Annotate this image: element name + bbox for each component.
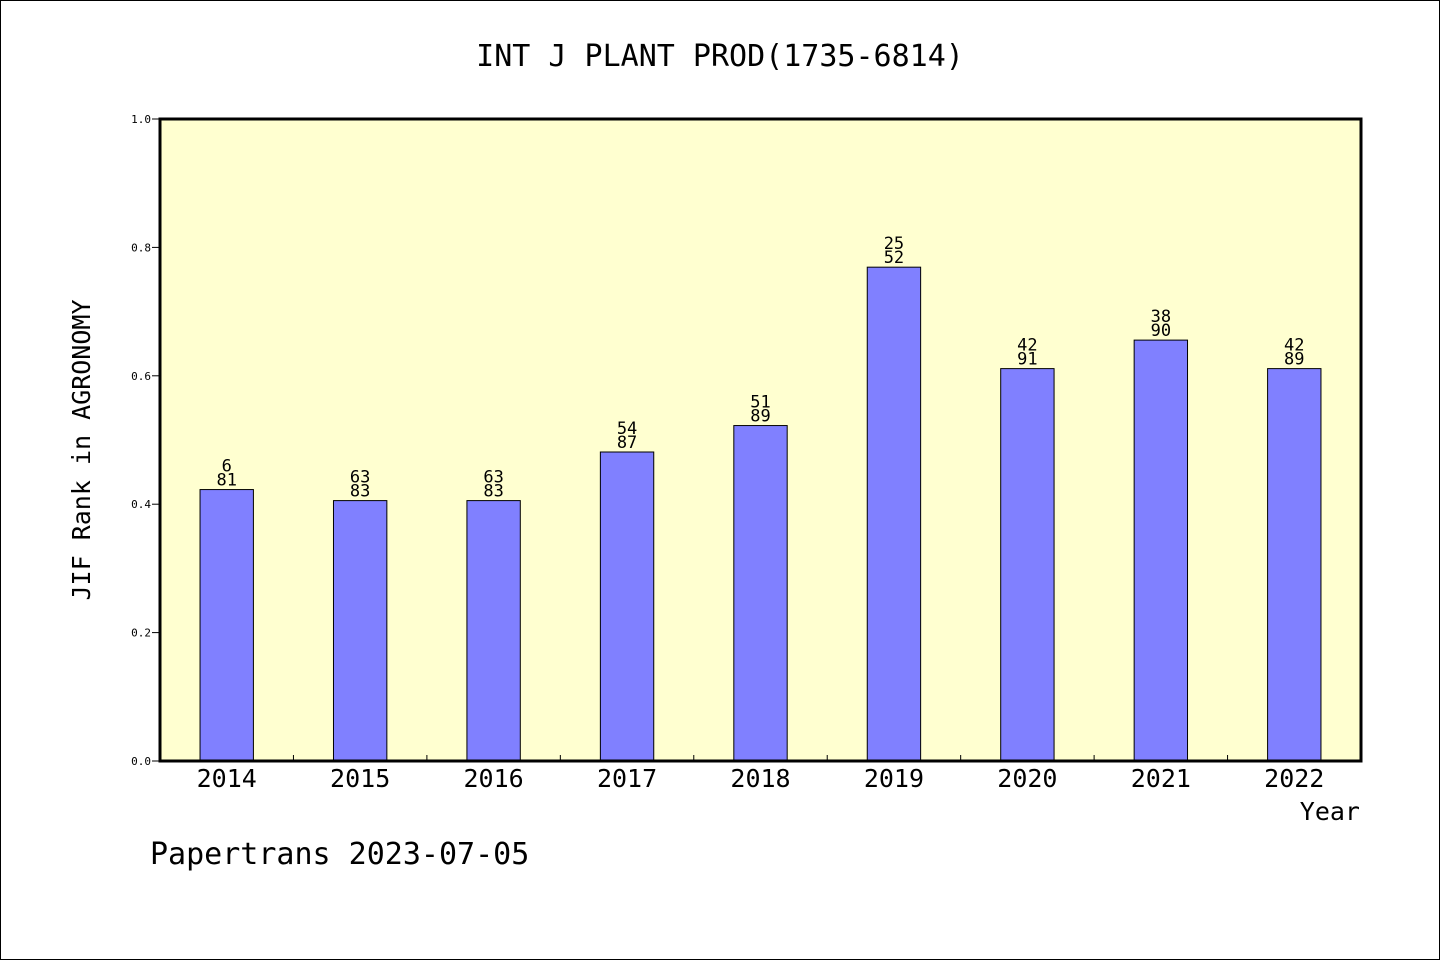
x-tick-label-2015: 2015 bbox=[330, 764, 390, 793]
x-tick-label-2014: 2014 bbox=[197, 764, 257, 793]
bar-2014 bbox=[199, 489, 254, 762]
y-tick-label: 0.2 bbox=[131, 627, 151, 640]
x-tick-label-2018: 2018 bbox=[730, 764, 790, 793]
bar-total-label-2016: 83 bbox=[483, 482, 503, 502]
bar-2022 bbox=[1267, 368, 1322, 762]
bar-rank-label-2019: 25 bbox=[884, 234, 904, 254]
bar-2016 bbox=[466, 500, 521, 762]
bar-total-label-2019: 52 bbox=[884, 248, 904, 268]
ticks-group: 0.0 0.2 0.4 0.6 0.8 1.0 bbox=[131, 113, 1229, 768]
bar-total-label-2015: 83 bbox=[350, 482, 370, 502]
bar-rank-label-2015: 63 bbox=[350, 468, 370, 488]
bar-rank-label-2016: 63 bbox=[483, 468, 503, 488]
bar-total-label-2018: 89 bbox=[750, 407, 770, 427]
x-tick-label-2017: 2017 bbox=[597, 764, 657, 793]
bar-rank-label-2020: 42 bbox=[1017, 336, 1037, 356]
x-tick-label-2016: 2016 bbox=[464, 764, 524, 793]
bar-2021 bbox=[1133, 339, 1189, 762]
bar-rank-label-2021: 38 bbox=[1151, 307, 1171, 327]
bar-total-label-2017: 87 bbox=[617, 433, 637, 453]
x-tick-label-2020: 2020 bbox=[997, 764, 1057, 793]
x-tick-label-2021: 2021 bbox=[1131, 764, 1191, 793]
bar-total-label-2020: 91 bbox=[1017, 350, 1037, 370]
y-axis-label: JIF Rank in AGRONOMY bbox=[67, 299, 96, 600]
bar-total-label-2014: 81 bbox=[216, 471, 236, 491]
bar-rank-label-2018: 51 bbox=[750, 393, 770, 413]
bar-2019 bbox=[866, 266, 922, 762]
bar-2017 bbox=[599, 451, 655, 762]
x-axis-label: Year bbox=[1300, 797, 1360, 826]
bars-group bbox=[199, 266, 1322, 762]
chart-title: INT J PLANT PROD(1735-6814) bbox=[476, 39, 964, 74]
bar-total-label-2022: 89 bbox=[1284, 350, 1304, 370]
y-tick-label: 0.0 bbox=[131, 755, 151, 768]
bar-rank-label-2022: 42 bbox=[1284, 336, 1304, 356]
bar-rank-label-2014: 6 bbox=[222, 457, 232, 477]
y-tick-label: 0.8 bbox=[131, 241, 151, 254]
y-tick-label: 0.4 bbox=[131, 498, 151, 511]
x-tick-label-2019: 2019 bbox=[864, 764, 924, 793]
y-tick-label: 1.0 bbox=[131, 113, 151, 126]
bar-2015 bbox=[332, 500, 388, 762]
bar-2018 bbox=[733, 425, 788, 762]
labels-group: 2014681201563832016638320175487201851892… bbox=[197, 234, 1325, 793]
y-tick-label: 0.6 bbox=[131, 370, 151, 383]
bar-rank-label-2017: 54 bbox=[617, 419, 637, 439]
bar-2020 bbox=[1000, 368, 1055, 762]
footer-text: Papertrans 2023-07-05 bbox=[150, 837, 529, 872]
plot-border bbox=[158, 117, 1363, 763]
x-tick-label-2022: 2022 bbox=[1264, 764, 1324, 793]
bar-total-label-2021: 90 bbox=[1151, 321, 1171, 341]
